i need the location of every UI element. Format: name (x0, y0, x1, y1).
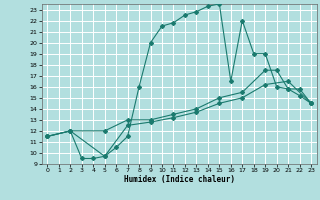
X-axis label: Humidex (Indice chaleur): Humidex (Indice chaleur) (124, 175, 235, 184)
